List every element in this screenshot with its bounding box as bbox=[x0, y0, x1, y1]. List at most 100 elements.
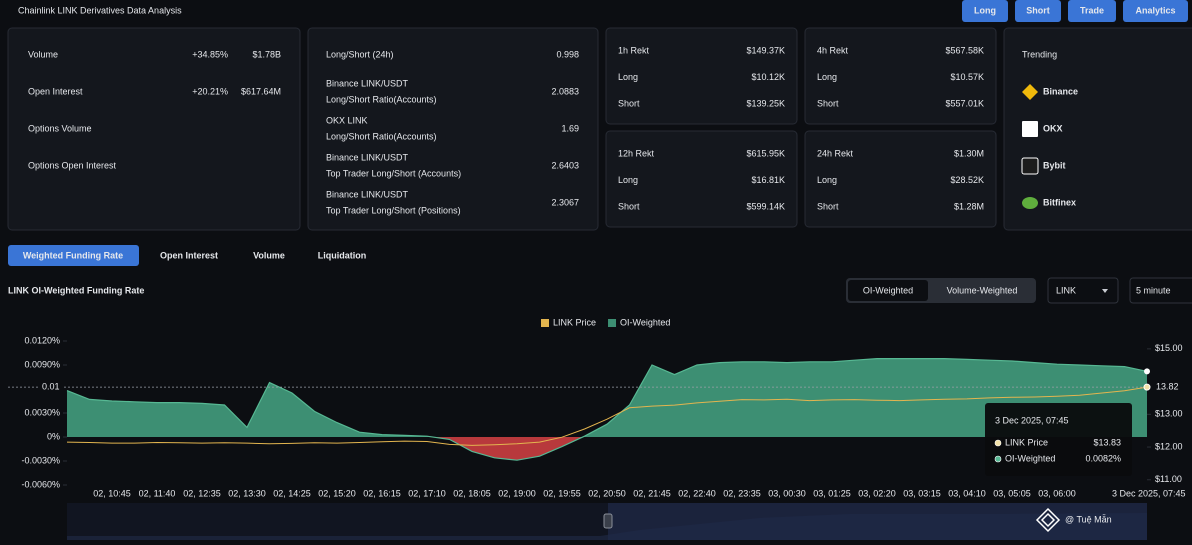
legend-swatch bbox=[608, 319, 617, 327]
header-button-label[interactable]: Analytics bbox=[1135, 5, 1175, 15]
x-tick-label: 02, 20:50 bbox=[588, 488, 626, 498]
toggle-active[interactable] bbox=[848, 280, 928, 301]
rekt-label: 24h Rekt bbox=[817, 148, 854, 158]
crosshair-y2-label: 13.82 bbox=[1156, 382, 1179, 392]
header-button[interactable] bbox=[962, 0, 1008, 22]
active-tab[interactable] bbox=[8, 245, 139, 266]
rekt-label: Short bbox=[618, 201, 640, 211]
trending-item[interactable]: Binance bbox=[1043, 86, 1078, 96]
binance-icon bbox=[1022, 84, 1038, 100]
rekt-label: 4h Rekt bbox=[817, 45, 849, 55]
header-button-label[interactable]: Long bbox=[974, 5, 996, 15]
tooltip-title: 3 Dec 2025, 07:45 bbox=[995, 415, 1069, 425]
navigator-handle[interactable] bbox=[603, 513, 613, 529]
ratio-label: Binance LINK/USDT bbox=[326, 152, 409, 162]
ratio-sublabel: Long/Short Ratio(Accounts) bbox=[326, 94, 437, 104]
x-tick-label: 02, 18:05 bbox=[453, 488, 491, 498]
x-tick-label: 02, 13:30 bbox=[228, 488, 266, 498]
page-title: Chainlink LINK Derivatives Data Analysis bbox=[18, 5, 182, 15]
trending-item[interactable]: Bybit bbox=[1043, 160, 1066, 170]
toggle-option[interactable]: Volume-Weighted bbox=[947, 285, 1018, 295]
crosshair-point bbox=[1144, 368, 1150, 375]
legend-label: OI-Weighted bbox=[620, 317, 670, 327]
overview-label: Open Interest bbox=[28, 86, 83, 96]
x-tick-label: 03, 05:05 bbox=[993, 488, 1031, 498]
panel bbox=[804, 130, 997, 228]
select-value[interactable]: 5 minute bbox=[1136, 285, 1171, 295]
tooltip-value: $13.83 bbox=[1093, 437, 1121, 447]
ratio-value: 1.69 bbox=[561, 123, 579, 133]
x-tick-label: 03, 00:30 bbox=[768, 488, 806, 498]
tooltip-dot bbox=[994, 439, 1002, 447]
crosshair-label-bg bbox=[1108, 487, 1192, 501]
area-positive bbox=[67, 358, 1147, 437]
trending-item[interactable]: Bitfinex bbox=[1043, 197, 1076, 207]
rekt-label: Long bbox=[817, 72, 837, 82]
ratio-value: 2.6403 bbox=[551, 160, 579, 170]
header-button[interactable] bbox=[1015, 0, 1061, 22]
ratio-sublabel: Top Trader Long/Short (Accounts) bbox=[326, 168, 461, 178]
tab[interactable]: Open Interest bbox=[160, 250, 218, 260]
tooltip-dot bbox=[994, 455, 1002, 463]
watermark-icon bbox=[1035, 507, 1061, 533]
tooltip-name: LINK Price bbox=[1005, 437, 1048, 447]
x-tick-label: 02, 23:35 bbox=[723, 488, 761, 498]
tab[interactable]: Weighted Funding Rate bbox=[23, 250, 123, 260]
x-tick-label: 03, 04:10 bbox=[948, 488, 986, 498]
x-tick-label: 02, 21:45 bbox=[633, 488, 671, 498]
select-box[interactable] bbox=[1047, 277, 1119, 304]
tab[interactable]: Liquidation bbox=[318, 250, 367, 260]
okx-icon bbox=[1022, 121, 1038, 137]
rekt-label: 1h Rekt bbox=[618, 45, 650, 55]
rekt-value: $567.58K bbox=[945, 45, 984, 55]
header-button-label[interactable]: Short bbox=[1026, 5, 1050, 15]
crosshair-label-bg bbox=[1151, 380, 1185, 395]
x-tick-label: 02, 16:15 bbox=[363, 488, 401, 498]
price-line bbox=[66, 386, 1148, 446]
chart-title: LINK OI-Weighted Funding Rate bbox=[8, 285, 144, 295]
tooltip-value: 0.0082% bbox=[1085, 453, 1121, 463]
rekt-label: Long bbox=[618, 72, 638, 82]
y-tick-label: 0% bbox=[47, 431, 60, 441]
rekt-value: $615.95K bbox=[746, 148, 785, 158]
x-tick-label: 03, 02:20 bbox=[858, 488, 896, 498]
ratio-value: 0.998 bbox=[556, 49, 579, 59]
rekt-label: 12h Rekt bbox=[618, 148, 655, 158]
crosshair-point bbox=[1143, 383, 1151, 391]
select-value[interactable]: LINK bbox=[1056, 285, 1076, 295]
x-tick-label: 03, 01:25 bbox=[813, 488, 851, 498]
overview-change: +34.85% bbox=[192, 49, 228, 59]
trending-title: Trending bbox=[1022, 49, 1057, 59]
overview-label: Options Volume bbox=[28, 123, 92, 133]
rekt-label: Long bbox=[618, 175, 638, 185]
x-tick-label: 02, 12:35 bbox=[183, 488, 221, 498]
x-tick-label: 02, 19:55 bbox=[543, 488, 581, 498]
trending-item[interactable]: OKX bbox=[1043, 123, 1063, 133]
legend-label: LINK Price bbox=[553, 317, 596, 327]
tab[interactable]: Volume bbox=[253, 250, 285, 260]
rekt-label: Long bbox=[817, 175, 837, 185]
rekt-label: Short bbox=[817, 201, 839, 211]
header-button[interactable] bbox=[1123, 0, 1188, 22]
header-button-label[interactable]: Trade bbox=[1080, 5, 1104, 15]
ratio-label: OKX LINK bbox=[326, 115, 368, 125]
toggle-option[interactable]: OI-Weighted bbox=[863, 285, 913, 295]
crosshair-y-label: 0.01 bbox=[42, 382, 60, 392]
panel bbox=[605, 130, 798, 228]
select-box[interactable] bbox=[1129, 277, 1192, 304]
ratio-sublabel: Long/Short Ratio(Accounts) bbox=[326, 131, 437, 141]
ratio-label: Binance LINK/USDT bbox=[326, 78, 409, 88]
rekt-value: $16.81K bbox=[751, 175, 785, 185]
rekt-value: $149.37K bbox=[746, 45, 785, 55]
header-button[interactable] bbox=[1068, 0, 1116, 22]
panel bbox=[7, 27, 301, 231]
rekt-value: $557.01K bbox=[945, 98, 984, 108]
overview-value: $1.78B bbox=[252, 49, 281, 59]
rekt-value: $1.30M bbox=[954, 148, 984, 158]
x-tick-label: 02, 17:10 bbox=[408, 488, 446, 498]
y-tick-label: 0.0120% bbox=[24, 335, 60, 345]
x-tick-label: 02, 15:20 bbox=[318, 488, 356, 498]
overview-label: Volume bbox=[28, 49, 58, 59]
